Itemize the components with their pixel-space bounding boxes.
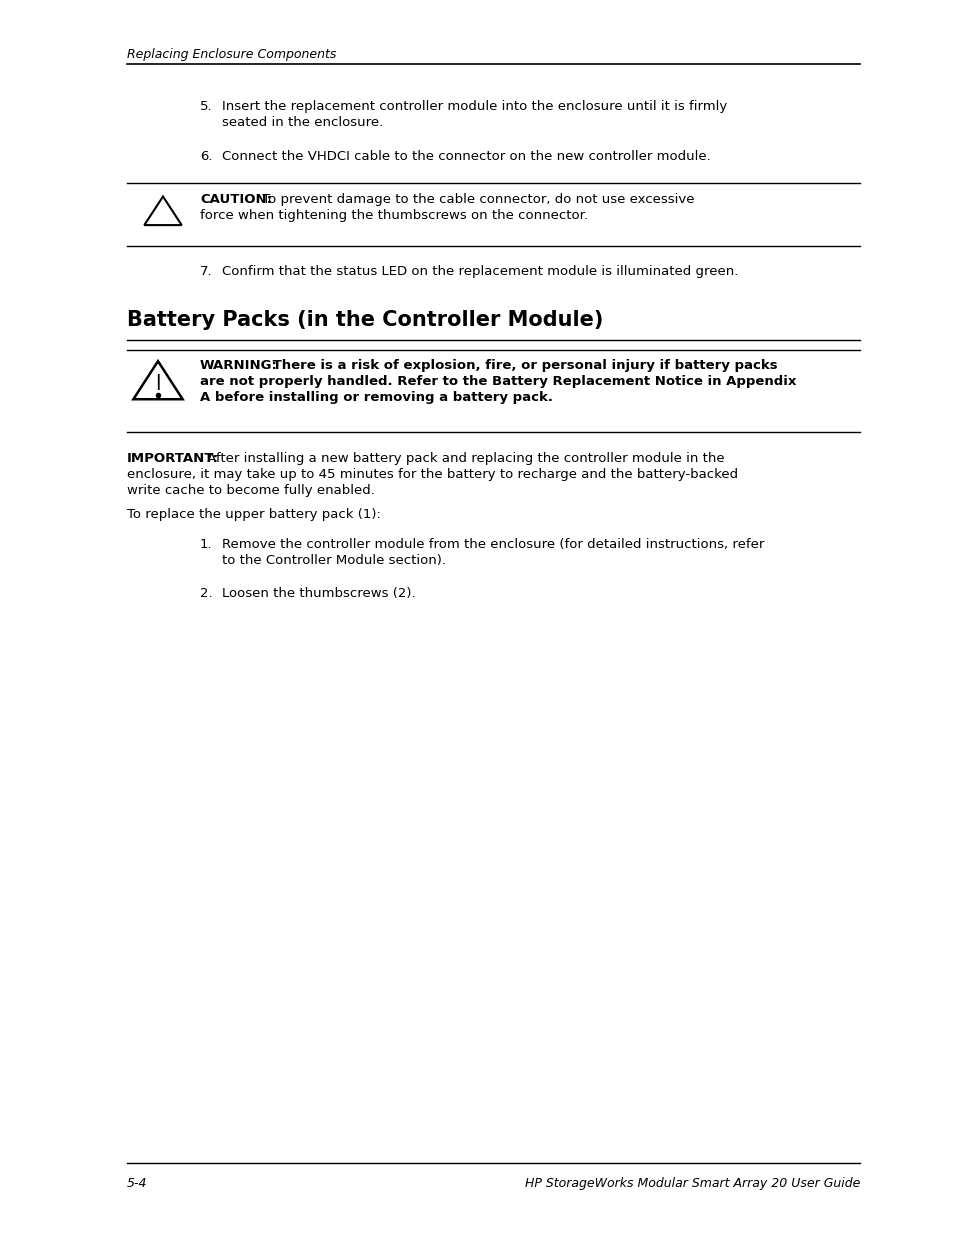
Text: force when tightening the thumbscrews on the connector.: force when tightening the thumbscrews on… [200,209,587,222]
Text: Remove the controller module from the enclosure (for detailed instructions, refe: Remove the controller module from the en… [222,538,763,551]
Text: 6.: 6. [200,149,213,163]
Text: A before installing or removing a battery pack.: A before installing or removing a batter… [200,391,553,404]
Text: |: | [155,374,161,389]
Text: 7.: 7. [200,266,213,278]
Text: enclosure, it may take up to 45 minutes for the battery to recharge and the batt: enclosure, it may take up to 45 minutes … [127,468,738,480]
Text: Connect the VHDCI cable to the connector on the new controller module.: Connect the VHDCI cable to the connector… [222,149,710,163]
Text: Confirm that the status LED on the replacement module is illuminated green.: Confirm that the status LED on the repla… [222,266,738,278]
Text: 2.: 2. [200,587,213,600]
Text: 5.: 5. [200,100,213,112]
Text: WARNING:: WARNING: [200,359,277,372]
Text: CAUTION:: CAUTION: [200,193,272,206]
Text: 1.: 1. [200,538,213,551]
Text: To prevent damage to the cable connector, do not use excessive: To prevent damage to the cable connector… [257,193,694,206]
Text: are not properly handled. Refer to the Battery Replacement Notice in Appendix: are not properly handled. Refer to the B… [200,375,796,388]
Text: IMPORTANT:: IMPORTANT: [127,452,219,466]
Text: Replacing Enclosure Components: Replacing Enclosure Components [127,48,336,61]
Text: seated in the enclosure.: seated in the enclosure. [222,116,383,128]
Text: To replace the upper battery pack (1):: To replace the upper battery pack (1): [127,508,380,521]
Text: Battery Packs (in the Controller Module): Battery Packs (in the Controller Module) [127,310,602,330]
Text: After installing a new battery pack and replacing the controller module in the: After installing a new battery pack and … [203,452,724,466]
Text: HP StorageWorks Modular Smart Array 20 User Guide: HP StorageWorks Modular Smart Array 20 U… [524,1177,859,1191]
Text: 5-4: 5-4 [127,1177,148,1191]
Text: There is a risk of explosion, fire, or personal injury if battery packs: There is a risk of explosion, fire, or p… [268,359,777,372]
Text: to the Controller Module section).: to the Controller Module section). [222,555,446,567]
Text: Loosen the thumbscrews (2).: Loosen the thumbscrews (2). [222,587,416,600]
Text: write cache to become fully enabled.: write cache to become fully enabled. [127,484,375,496]
Text: Insert the replacement controller module into the enclosure until it is firmly: Insert the replacement controller module… [222,100,726,112]
